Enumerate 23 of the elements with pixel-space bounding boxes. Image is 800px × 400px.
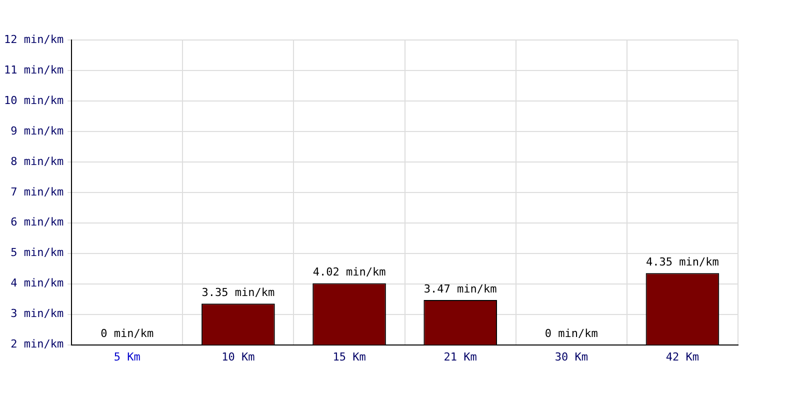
y-tick-label: 3 min/km (10, 307, 64, 320)
y-tick-label: 9 min/km (10, 124, 64, 138)
x-tick-label: 15 Km (332, 350, 366, 364)
y-tick-label: 2 min/km (10, 338, 64, 351)
y-tick-label: 4 min/km (10, 276, 64, 290)
data-label: 3.47 min/km (424, 282, 498, 296)
x-tick-label: 21 Km (444, 350, 478, 364)
y-tick-label: 11 min/km (4, 63, 64, 76)
text: 0 min/km (544, 327, 598, 340)
y-tick-label: 10 min/km (4, 94, 64, 107)
y-tick-label: 7 min/km (10, 185, 64, 198)
y-tick-label: 8 min/km (10, 154, 64, 168)
data-label: 4.35 min/km (646, 256, 720, 269)
data-label: 4.02 min/km (312, 266, 386, 279)
y-tick-label: 5 min/km (10, 246, 64, 260)
x-tick-label: 42 Km (666, 350, 700, 364)
y-tick-label: 6 min/km (10, 216, 64, 229)
text: 0 min/km (100, 327, 154, 340)
x-tick-label: 30 Km (554, 350, 588, 364)
data-label: 3.35 min/km (202, 286, 275, 300)
x-tick-label: 10 Km (222, 350, 256, 364)
y-tick-label: 12 min/km (4, 32, 64, 46)
x-tick-label: 5 Km (114, 350, 141, 364)
